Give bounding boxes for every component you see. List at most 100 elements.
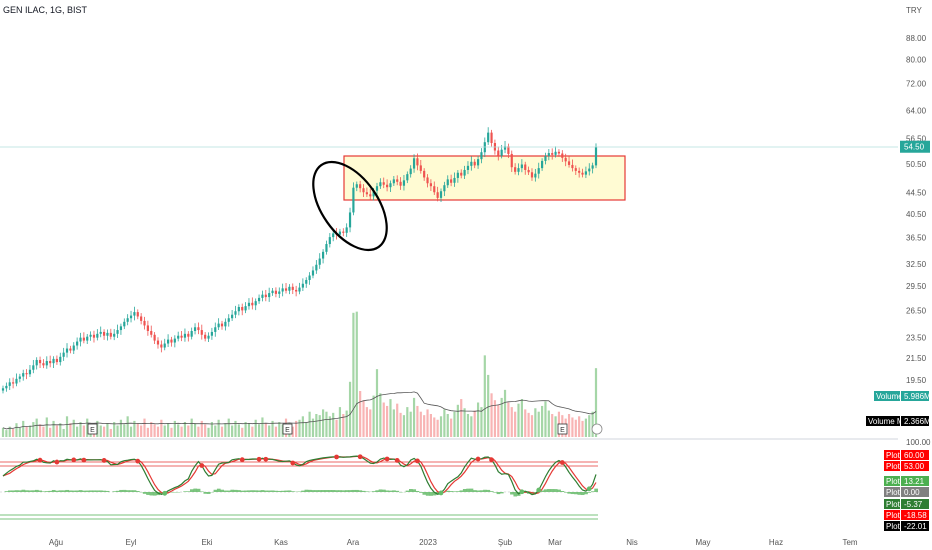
oscillator-histogram — [563, 492, 568, 493]
volume-bar — [173, 420, 176, 437]
oscillator-histogram — [435, 492, 440, 495]
volume-bar — [8, 426, 11, 437]
oscillator-cross-dot — [199, 463, 205, 468]
price-tick-label: 21.50 — [906, 354, 927, 363]
candle-body — [173, 338, 176, 343]
oscillator-cross-dot — [415, 458, 420, 464]
volume-bar — [86, 418, 89, 437]
candle-body — [406, 174, 409, 181]
volume-bar — [136, 423, 139, 437]
oscillator-histogram — [72, 490, 76, 492]
candle-body — [540, 160, 544, 169]
candle-body — [55, 358, 59, 363]
candle-body — [126, 318, 129, 322]
candle-body — [129, 315, 133, 319]
oscillator-histogram — [203, 492, 208, 494]
candle-body — [28, 369, 32, 375]
candle-body — [69, 348, 72, 351]
last-price-badge — [900, 140, 930, 153]
volume-bar — [520, 399, 523, 437]
oscillator-cross-dot — [438, 490, 444, 496]
oscillator-histogram — [68, 490, 73, 492]
candle-body — [409, 168, 412, 175]
oscillator-histogram — [95, 490, 100, 492]
oscillator-histogram — [587, 492, 592, 493]
volume-bar — [18, 427, 21, 437]
oscillator-histogram — [105, 490, 110, 492]
volume-bar — [224, 423, 227, 437]
candle-body — [557, 151, 561, 154]
oscillator-histogram — [65, 489, 70, 492]
oscillator-histogram — [560, 491, 565, 492]
volume-bar — [177, 424, 180, 437]
volume-bar — [554, 416, 557, 437]
candle-body — [247, 302, 251, 307]
volume-bar — [49, 427, 52, 437]
candle-body — [227, 318, 230, 322]
oscillator-histogram — [432, 492, 437, 496]
oscillator-histogram — [264, 490, 268, 492]
oscillator-histogram — [510, 492, 514, 495]
candle-body — [153, 334, 156, 341]
volume-bar — [551, 414, 554, 437]
candle-body — [288, 286, 291, 291]
oscillator-histogram — [473, 490, 477, 492]
candle-body — [200, 330, 203, 335]
oscillator-histogram — [493, 492, 497, 493]
price-tick-label: 44.50 — [906, 189, 927, 198]
candle-body — [281, 288, 284, 292]
indicator-name: Plot — [886, 462, 901, 471]
candle-body — [466, 165, 470, 170]
oscillator-histogram — [55, 490, 59, 492]
oscillator-cross-dot — [54, 459, 60, 465]
candle-body — [284, 288, 288, 291]
indicator-name-badge — [874, 391, 900, 401]
candle-body — [99, 331, 102, 334]
candle-body — [456, 172, 459, 178]
candle-body — [207, 335, 210, 339]
candle-body — [183, 333, 187, 338]
indicator-value-badge — [901, 499, 929, 509]
candle-body — [429, 183, 432, 187]
oscillator-histogram — [405, 490, 410, 492]
volume-bar — [241, 427, 244, 437]
volume-bar — [503, 389, 507, 437]
earnings-marker-label: E — [560, 427, 565, 434]
volume-bar — [355, 311, 358, 437]
oscillator-histogram — [409, 489, 413, 492]
earnings-marker — [282, 423, 293, 435]
volume-bar — [345, 410, 348, 437]
candle-body — [241, 306, 244, 311]
volume-bar — [305, 422, 308, 437]
volume-bar — [257, 424, 261, 437]
candle-body — [392, 179, 395, 184]
candle-body — [261, 294, 264, 298]
volume-bar — [514, 411, 517, 437]
oscillator-histogram — [301, 490, 305, 492]
volume-bar — [571, 417, 574, 437]
candle-body — [79, 337, 82, 342]
candle-body — [355, 184, 358, 188]
candle-body — [237, 306, 240, 312]
volume-bar — [470, 416, 473, 437]
indicator-name-badge — [866, 416, 900, 426]
indicator-name: Plot — [886, 511, 901, 520]
oscillator-histogram — [287, 490, 292, 492]
volume-bar — [72, 419, 75, 437]
volume-bar — [392, 409, 395, 437]
candle-body — [116, 330, 119, 334]
volume-bar — [359, 391, 362, 437]
candle-body — [578, 170, 581, 173]
candle-body — [389, 183, 392, 188]
volume-bar — [473, 410, 476, 437]
candle-body — [12, 382, 15, 384]
oscillator-scale-label: 100.00 — [906, 438, 931, 447]
candle-body — [315, 264, 318, 271]
volume-bar — [183, 422, 187, 437]
oscillator-histogram — [149, 492, 154, 496]
volume-bar — [22, 420, 25, 437]
candle-body — [439, 191, 443, 198]
volume-bar — [143, 418, 146, 437]
oscillator-histogram — [277, 490, 282, 492]
